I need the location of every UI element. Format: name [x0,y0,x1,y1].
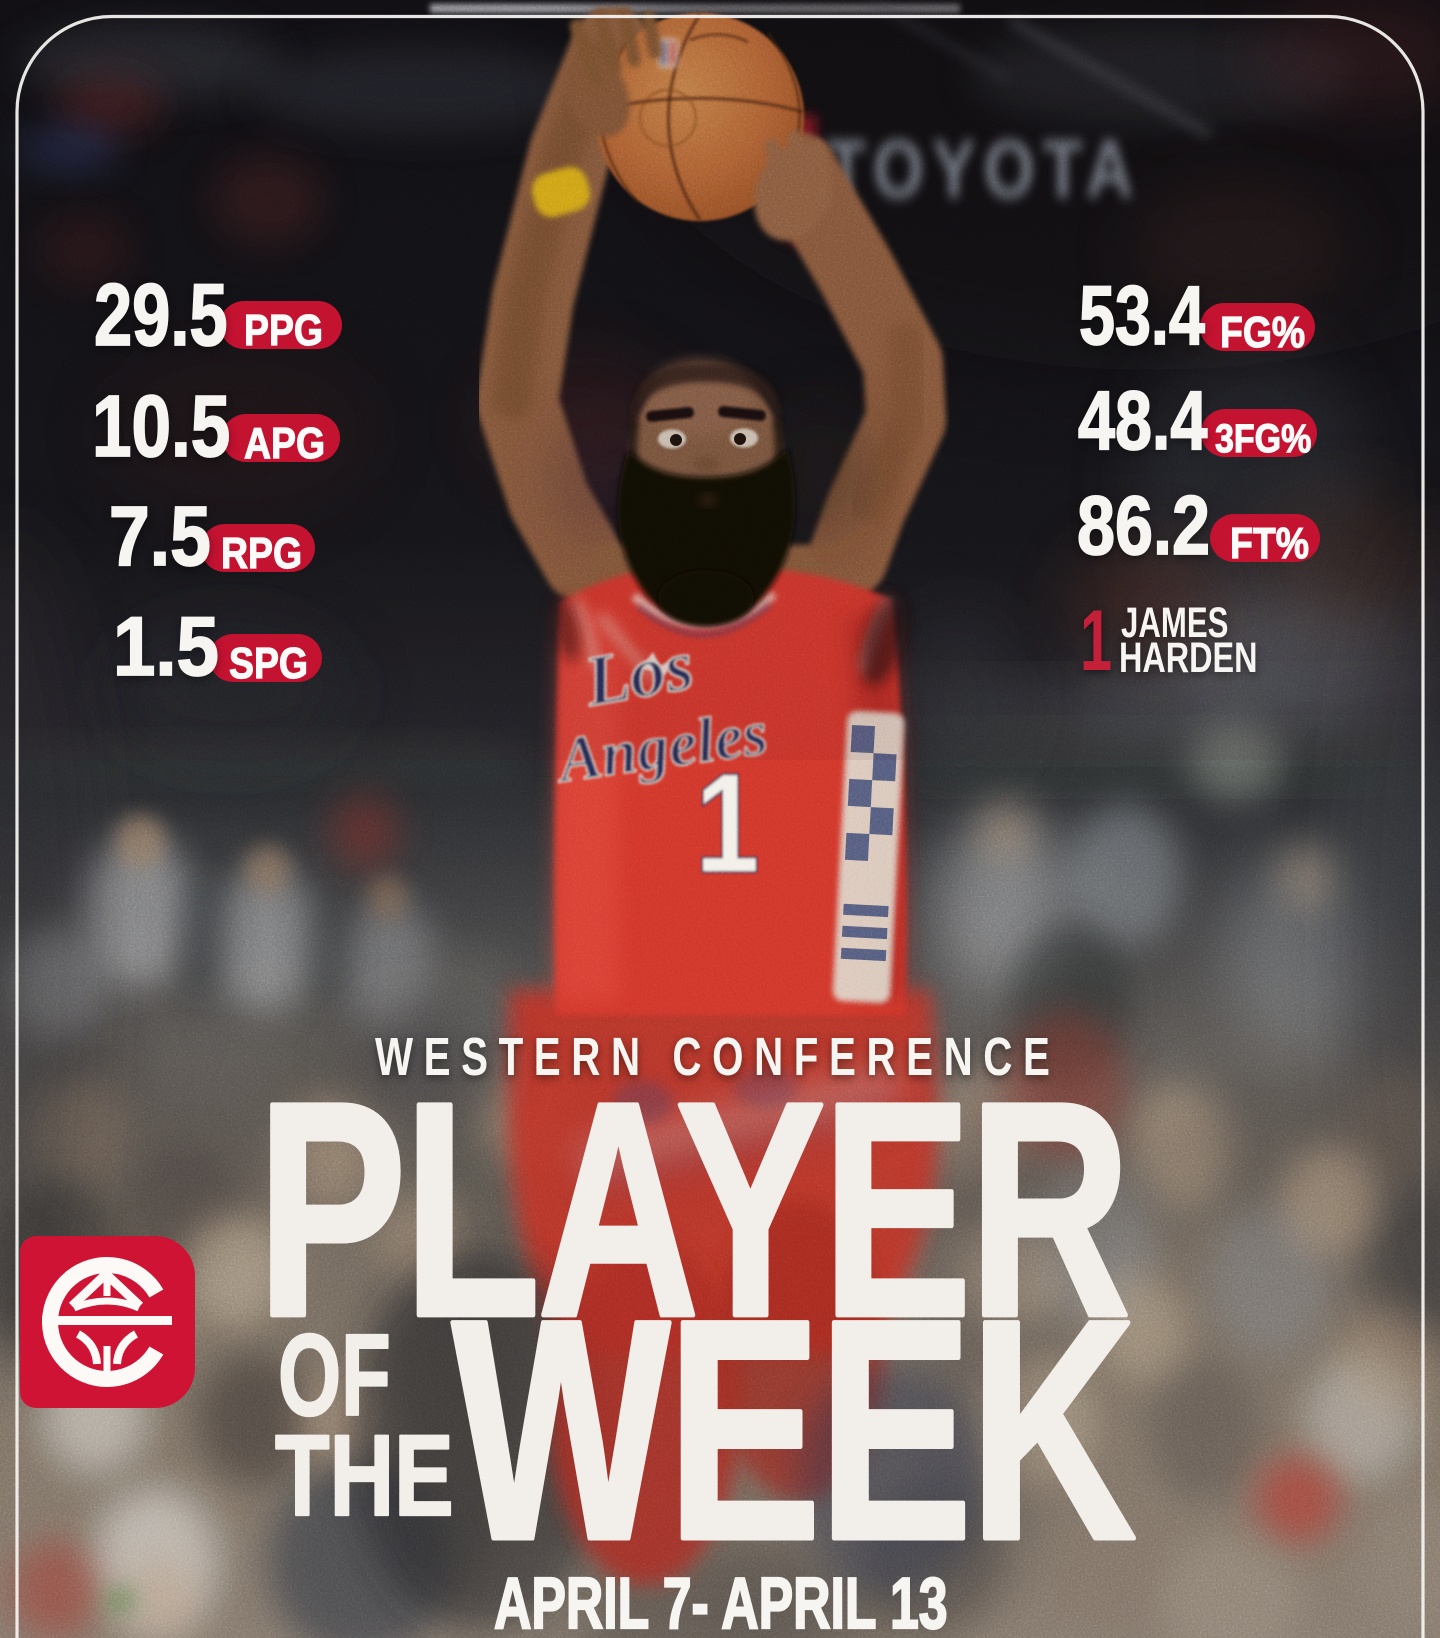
svg-text:THE: THE [275,1411,454,1539]
svg-text:PLAYER: PLAYER [257,1039,1128,1380]
svg-text:OF: OF [278,1311,391,1441]
svg-text:WEEK: WEEK [452,1256,1135,1605]
